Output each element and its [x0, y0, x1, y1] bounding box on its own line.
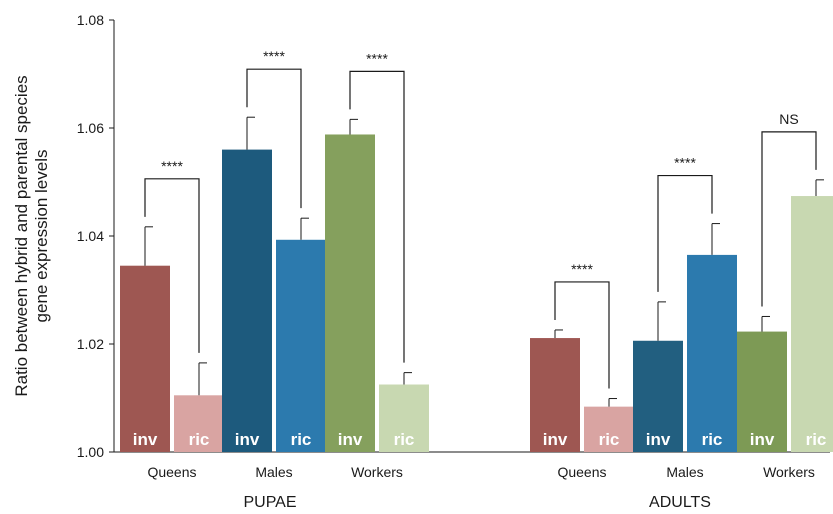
y-axis-label: Ratio between hybrid and parental specie…	[12, 75, 51, 396]
bar	[120, 265, 170, 452]
y-tick-label: 1.02	[77, 336, 104, 352]
category-label: Queens	[147, 464, 196, 480]
x-axis-labels: PUPAE Queens Males Workers ADULTS Queens Males…	[147, 464, 814, 511]
y-tick-label: 1.00	[77, 444, 104, 460]
bar-label: inv	[338, 430, 363, 449]
significance-label: ****	[161, 158, 183, 174]
significance-bracket	[246, 68, 302, 209]
bar-label: ric	[394, 430, 415, 449]
category-label: Males	[666, 464, 703, 480]
bar	[687, 254, 737, 452]
bar	[174, 395, 224, 452]
bar-label: ric	[702, 430, 723, 449]
category-label: Workers	[763, 464, 815, 480]
significance-bracket	[349, 70, 405, 363]
significance-brackets: **** **** **** **** **** NS	[144, 48, 817, 389]
y-tick-label: 1.08	[77, 12, 104, 28]
group-label: PUPAE	[243, 494, 296, 511]
significance-label: NS	[779, 111, 798, 127]
bar	[325, 134, 375, 453]
error-bars	[144, 116, 824, 407]
y-axis-label-line: gene expression levels	[32, 150, 51, 323]
bar-label: ric	[189, 430, 210, 449]
significance-bracket	[657, 174, 713, 292]
significance-label: ****	[263, 48, 285, 64]
category-label: Workers	[351, 464, 403, 480]
bar-label: ric	[291, 430, 312, 449]
y-axis-label-line: Ratio between hybrid and parental specie…	[12, 75, 31, 396]
significance-label: ****	[366, 50, 388, 66]
category-label: Queens	[557, 464, 606, 480]
bar-label: inv	[646, 430, 671, 449]
bar	[584, 406, 634, 452]
bar-label: inv	[543, 430, 568, 449]
bar	[379, 384, 429, 452]
bars: inv ric inv ric inv ric inv ric inv ric inv ric	[120, 134, 833, 453]
bar	[222, 149, 272, 452]
significance-bracket	[554, 281, 610, 389]
y-tick-label: 1.06	[77, 120, 104, 136]
significance-bracket	[761, 131, 817, 307]
bar-label: inv	[133, 430, 158, 449]
bar-label: ric	[806, 430, 827, 449]
y-tick-label: 1.04	[77, 228, 104, 244]
group-label: ADULTS	[649, 494, 711, 511]
significance-bracket	[144, 178, 200, 353]
bar	[633, 340, 683, 452]
category-label: Males	[255, 464, 292, 480]
bar	[791, 196, 833, 452]
bar	[276, 239, 326, 452]
bar-label: inv	[750, 430, 775, 449]
significance-label: ****	[674, 155, 696, 171]
bar-label: inv	[235, 430, 260, 449]
bar	[530, 338, 580, 452]
y-axis-ticks: 1.00 1.02 1.04 1.06 1.08	[77, 12, 114, 460]
significance-label: ****	[571, 261, 593, 277]
bar-label: ric	[599, 430, 620, 449]
bar	[737, 331, 787, 452]
